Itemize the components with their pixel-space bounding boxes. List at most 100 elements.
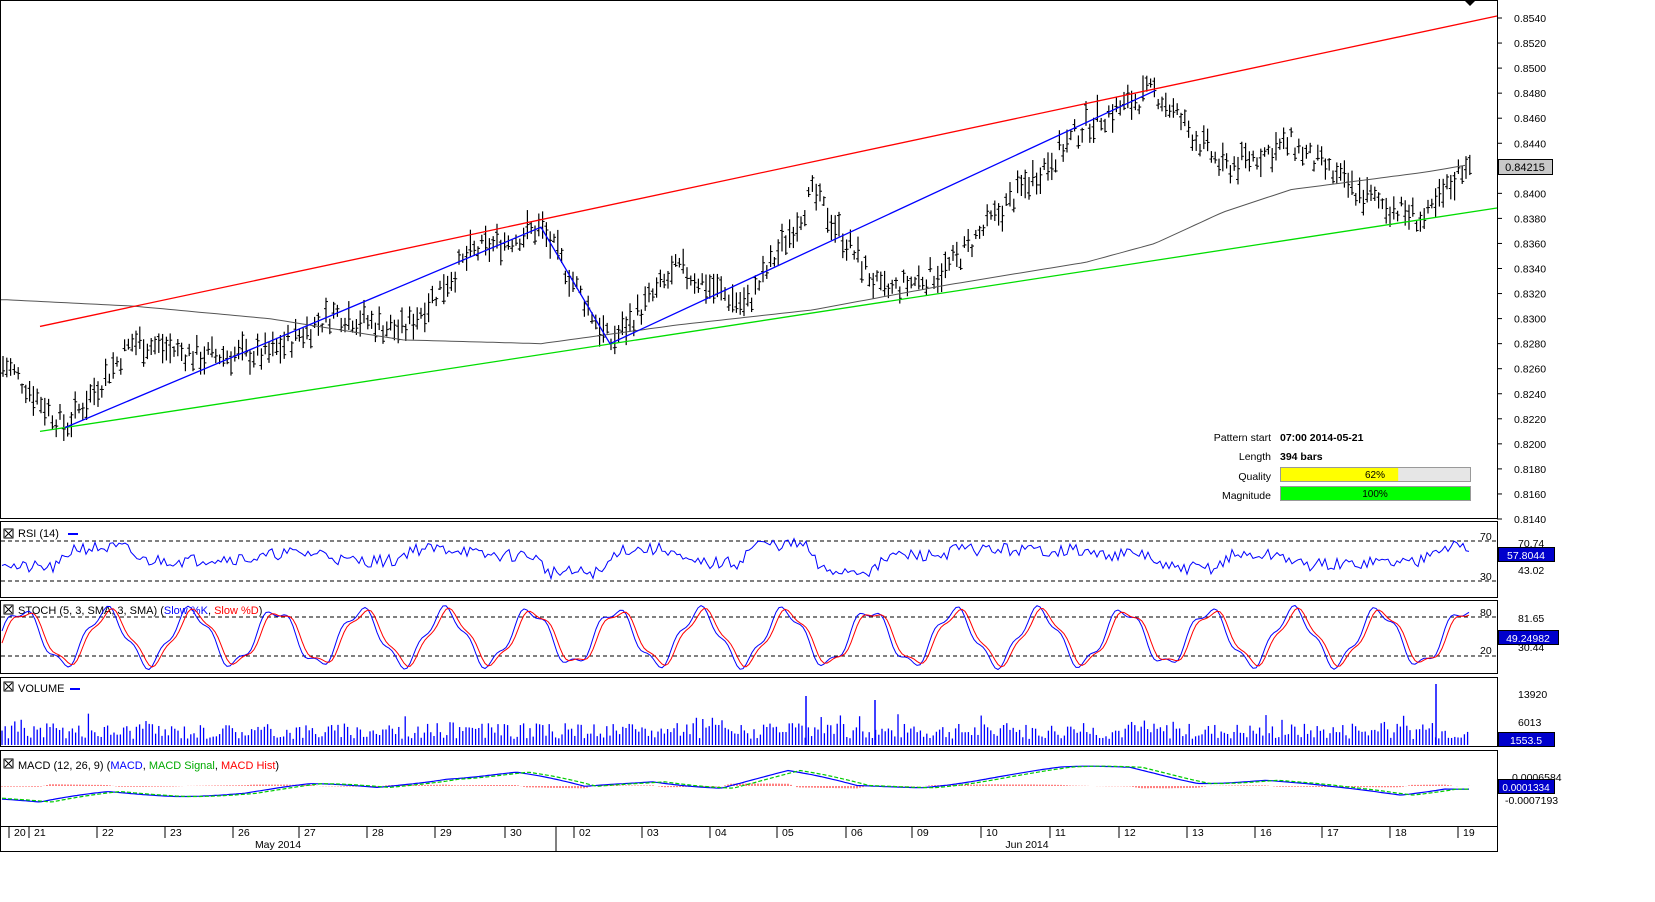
price-tick-label: 0.8300 [1514, 314, 1546, 326]
volume-pane-frame [0, 677, 1498, 747]
time-day-label: 10 [986, 827, 998, 839]
price-tick-label: 0.8520 [1514, 38, 1546, 50]
time-axis-frame [0, 826, 1498, 852]
stoch-series [1, 604, 1470, 671]
macd-title: MACD (12, 26, 9) (MACD, MACD Signal, MAC… [18, 760, 279, 772]
resistance-line [39, 15, 1498, 328]
stoch-pane-frame [0, 600, 1498, 674]
macd-series [1, 765, 1470, 803]
last-price-label: 0.84215 [1505, 162, 1545, 174]
volume-series [1, 684, 1469, 745]
support-line [39, 207, 1498, 433]
time-day-label: 27 [304, 827, 316, 839]
pattern-lines [1, 15, 1498, 433]
rsi-current-value: 57.8044 [1507, 550, 1545, 562]
scroll-arrow-icon[interactable] [1464, 0, 1476, 6]
stoch-level-20-label: 20 [1480, 645, 1492, 657]
magnitude-value: 100% [1362, 489, 1388, 500]
macd-signal-line [1, 765, 1470, 803]
price-tick-label: 0.8500 [1514, 63, 1546, 75]
time-day-label: 29 [440, 827, 452, 839]
volume-pane: VOLUME 13920 6013 1553.5 [1, 681, 1555, 747]
time-day-label: 26 [238, 827, 250, 839]
pattern-info-box: Pattern start 07:00 2014-05-21 Length 39… [1214, 432, 1471, 502]
time-day-label: 19 [1463, 827, 1475, 839]
time-month-label: Jun 2014 [1005, 839, 1048, 851]
price-axis: 0.8540 0.8520 0.8500 0.8480 0.8460 0.8440 0.84… [1497, 13, 1546, 526]
time-day-label: 11 [1055, 827, 1066, 839]
price-tick-label: 0.8220 [1514, 414, 1546, 426]
time-month-label: May 2014 [255, 839, 301, 851]
price-tick-label: 0.8480 [1514, 88, 1546, 100]
macd-pane: MACD (12, 26, 9) (MACD, MACD Signal, MAC… [1, 758, 1562, 807]
price-tick-label: 0.8140 [1514, 514, 1546, 526]
price-tick-label: 0.8240 [1514, 389, 1546, 401]
close-icon [4, 529, 13, 538]
rsi-tick-lower: 43.02 [1518, 565, 1544, 577]
price-tick-label: 0.8180 [1514, 464, 1546, 476]
magnitude-label: Magnitude [1222, 490, 1271, 502]
price-tick-label: 0.8380 [1514, 213, 1546, 225]
time-axis: 20 21 22 23 26 27 28 29 30 02 03 04 05 06 09 10 11 12 13 16… [8, 827, 1475, 851]
macd-current-value: 0.0001334 [1502, 783, 1550, 794]
stoch-title-prefix: STOCH (5, 3, SMA, 3, SMA) [18, 605, 157, 617]
time-day-label: 18 [1395, 827, 1407, 839]
volume-current-box [1498, 732, 1555, 747]
rsi-series [1, 537, 1470, 581]
close-icon [4, 759, 13, 768]
rsi-level-70-label: 70 [1480, 531, 1492, 543]
price-tick-label: 0.8400 [1514, 188, 1546, 200]
moving-average-line [1, 164, 1466, 345]
time-day-label: 23 [170, 827, 182, 839]
macd-tick-lower: -0.0007193 [1505, 795, 1558, 807]
pattern-zigzag-line [64, 90, 1156, 429]
time-day-label: 12 [1124, 827, 1136, 839]
time-day-label: 16 [1260, 827, 1272, 839]
macd-signal-legend: MACD Signal [149, 760, 215, 772]
magnitude-bar-fill [1281, 487, 1470, 500]
time-day-label: 21 [34, 827, 46, 839]
stoch-pane: STOCH (5, 3, SMA, 3, SMA) (Slow %K, Slow… [1, 604, 1559, 671]
close-icon [4, 682, 13, 691]
macd-line [1, 765, 1469, 803]
stoch-k-legend: Slow %K [164, 605, 209, 617]
rsi-title: RSI (14) [18, 528, 59, 540]
quality-label: Quality [1238, 471, 1271, 483]
time-day-label: 02 [579, 827, 591, 839]
last-price-box [1498, 159, 1553, 175]
volume-tick-upper: 13920 [1518, 689, 1547, 701]
stoch-d-legend: Slow %D [214, 605, 259, 617]
stoch-title: STOCH (5, 3, SMA, 3, SMA) (Slow %K, Slow… [18, 605, 262, 617]
price-tick-label: 0.8160 [1514, 489, 1546, 501]
price-tick-label: 0.8200 [1514, 439, 1546, 451]
stoch-tick-upper: 81.65 [1518, 613, 1544, 625]
macd-hist-legend: MACD Hist [221, 760, 275, 772]
main-pane-frame [0, 0, 1498, 519]
pattern-start-label: Pattern start [1214, 432, 1271, 444]
price-layer [1, 75, 1472, 441]
time-day-label: 06 [851, 827, 863, 839]
rsi-current-box [1498, 547, 1555, 562]
time-day-label: 05 [782, 827, 794, 839]
rsi-line [1, 537, 1470, 581]
rsi-level-30-label: 30 [1480, 571, 1492, 583]
price-tick-label: 0.8320 [1514, 289, 1546, 301]
length-value: 394 bars [1280, 451, 1323, 463]
close-icon [4, 605, 13, 614]
time-day-label: 04 [715, 827, 727, 839]
time-day-label: 30 [510, 827, 522, 839]
rsi-pane-frame [0, 521, 1498, 598]
stoch-current-box [1498, 630, 1559, 645]
time-day-label: 20 [14, 827, 26, 839]
macd-title-prefix: MACD (12, 26, 9) [18, 760, 104, 772]
time-day-label: 22 [102, 827, 114, 839]
price-tick-label: 0.8540 [1514, 13, 1546, 25]
stoch-level-80-label: 80 [1480, 607, 1492, 619]
rsi-pane: RSI (14) 70 30 70.74 43.02 57.8044 [1, 528, 1555, 583]
volume-current-value: 1553.5 [1510, 735, 1542, 747]
price-tick-label: 0.8460 [1514, 113, 1546, 125]
time-day-label: 09 [917, 827, 929, 839]
stoch-current-value: 49.24982 [1506, 633, 1550, 645]
